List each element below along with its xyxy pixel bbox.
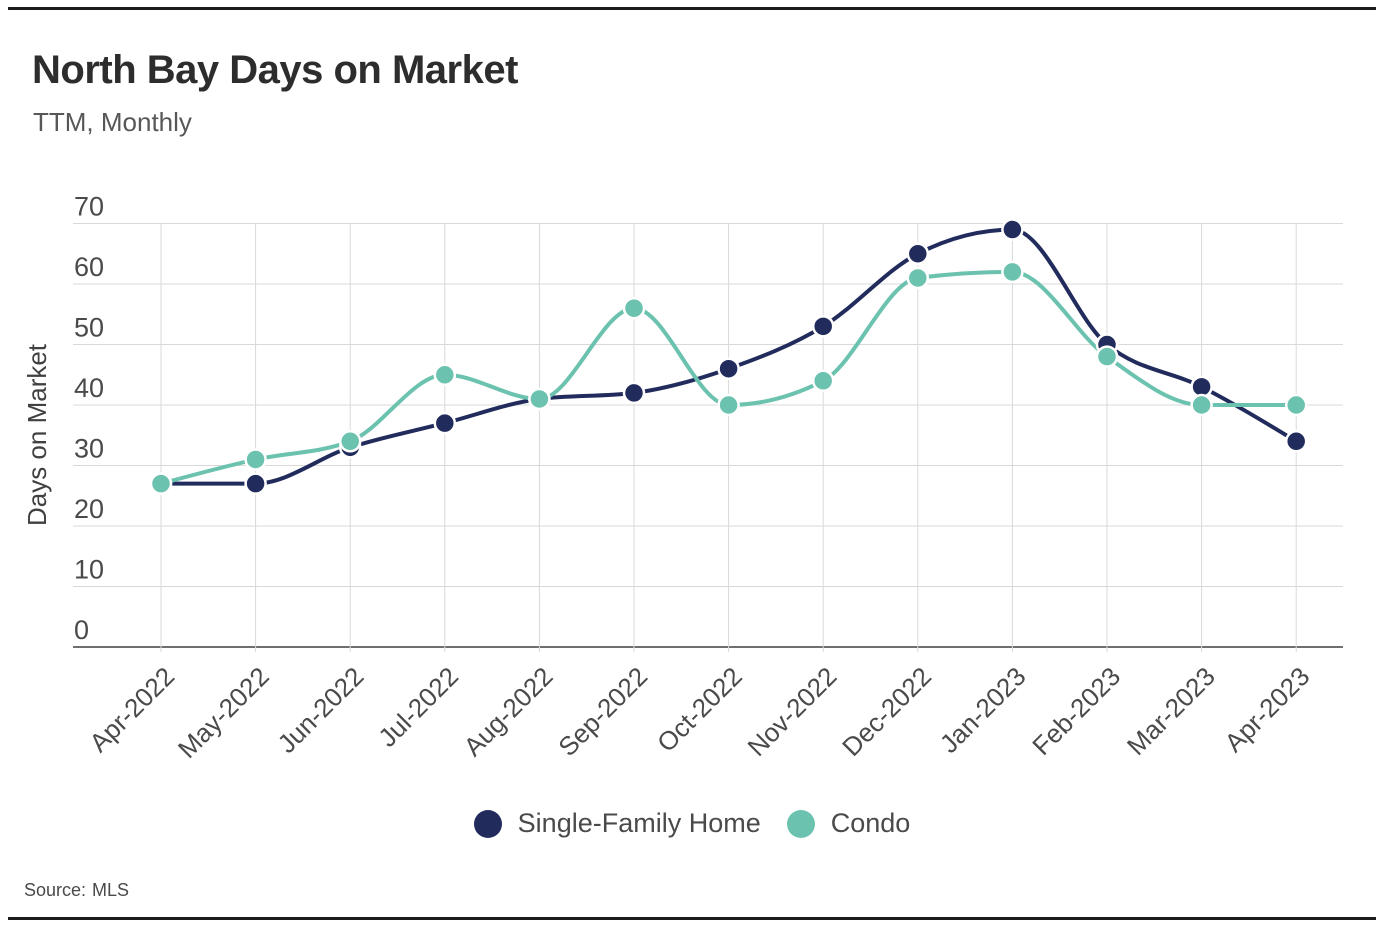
legend-label-condo: Condo xyxy=(830,808,911,838)
data-point-condo xyxy=(811,369,835,393)
source-label: Source: xyxy=(24,880,87,900)
top-border xyxy=(8,7,1376,10)
data-point-single-family-home xyxy=(622,381,646,405)
data-point-single-family-home xyxy=(1001,218,1024,241)
y-tick-label: 70 xyxy=(74,192,104,222)
legend-item-condo: Condo xyxy=(786,808,911,839)
x-tick-label: Aug-2022 xyxy=(458,661,559,762)
y-tick-label: 10 xyxy=(74,555,104,585)
x-tick-label: Dec-2022 xyxy=(836,661,937,762)
x-tick-label: Jul-2022 xyxy=(372,661,464,753)
data-point-single-family-home xyxy=(811,315,835,338)
chart-title: North Bay Days on Market xyxy=(32,48,518,92)
x-tick-label: Apr-2022 xyxy=(83,661,180,758)
x-tick-label: Mar-2023 xyxy=(1121,661,1221,761)
bottom-border xyxy=(8,917,1376,920)
legend: Single-Family Home Condo xyxy=(0,808,1384,839)
y-axis-title: Days on Market xyxy=(22,343,52,526)
data-point-condo xyxy=(1284,393,1308,417)
y-tick-label: 0 xyxy=(74,615,89,645)
data-point-condo xyxy=(338,430,362,453)
source-note: Source: MLS xyxy=(24,880,129,900)
x-tick-label: Jan-2023 xyxy=(934,661,1032,759)
x-tick-label: Jun-2022 xyxy=(272,661,370,759)
data-point-single-family-home xyxy=(717,357,740,380)
data-point-single-family-home xyxy=(244,472,267,495)
data-point-condo xyxy=(1095,345,1119,368)
data-point-single-family-home xyxy=(1284,430,1308,453)
data-point-condo xyxy=(433,363,457,386)
source-value: MLS xyxy=(92,880,130,900)
x-tick-label: Oct-2022 xyxy=(651,661,748,758)
legend-label-single-family-home: Single-Family Home xyxy=(517,808,761,838)
y-tick-label: 50 xyxy=(74,313,104,343)
x-tick-label: May-2022 xyxy=(172,661,275,764)
x-tick-label: Nov-2022 xyxy=(742,661,843,762)
y-tick-label: 40 xyxy=(74,373,104,403)
data-point-condo xyxy=(244,448,267,471)
x-tick-label: Apr-2023 xyxy=(1219,661,1316,758)
data-point-condo xyxy=(149,472,173,495)
legend-swatch-condo xyxy=(786,809,815,838)
data-point-condo xyxy=(906,266,930,290)
legend-item-single-family-home: Single-Family Home xyxy=(473,808,761,839)
x-tick-label: Sep-2022 xyxy=(552,661,653,762)
data-point-single-family-home xyxy=(906,242,930,265)
data-point-condo xyxy=(622,296,646,320)
data-point-condo xyxy=(717,393,740,417)
y-tick-label: 30 xyxy=(74,434,104,464)
data-point-condo xyxy=(1001,260,1024,284)
x-tick-label: Feb-2023 xyxy=(1026,661,1126,761)
legend-swatch-single-family-home xyxy=(473,809,502,838)
data-point-single-family-home xyxy=(433,411,457,435)
chart-subtitle: TTM, Monthly xyxy=(33,107,192,137)
y-tick-label: 20 xyxy=(74,494,104,524)
y-tick-label: 60 xyxy=(74,252,104,282)
data-point-condo xyxy=(528,387,551,411)
data-point-condo xyxy=(1190,393,1213,417)
